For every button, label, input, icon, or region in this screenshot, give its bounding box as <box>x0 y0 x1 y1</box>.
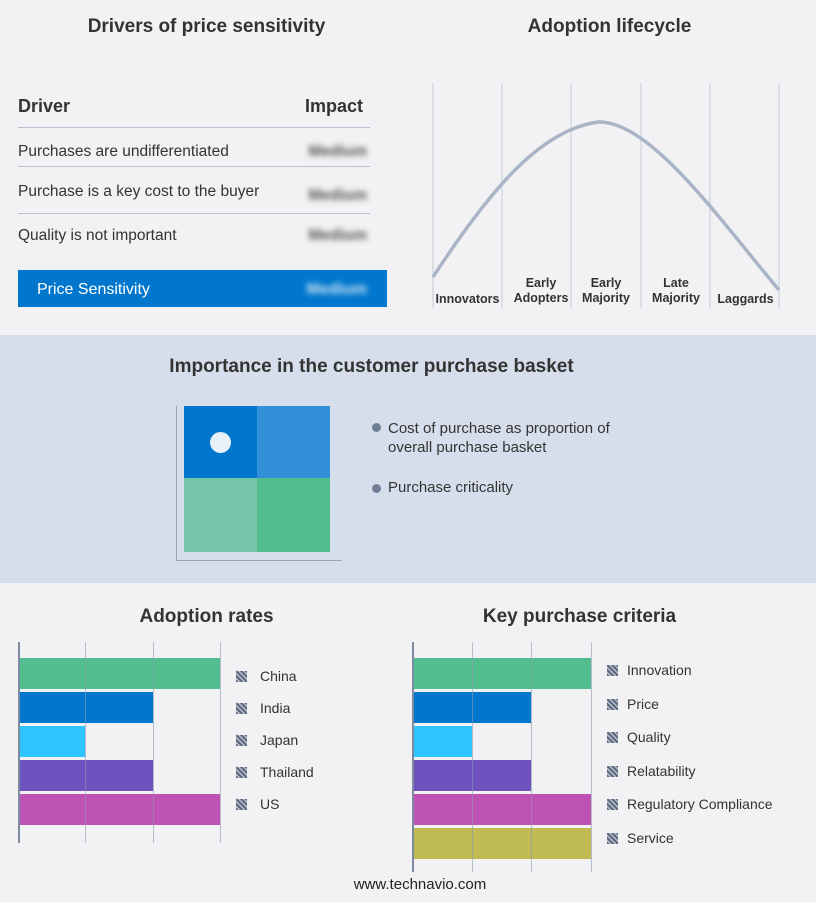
col-driver: Driver <box>18 96 71 116</box>
stage-label: Early Adopters <box>513 276 569 305</box>
legend-label: India <box>260 700 291 716</box>
legend-label: US <box>260 796 280 812</box>
basket-title: Importance in the customer purchase bask… <box>169 356 574 377</box>
bar-china <box>18 658 220 689</box>
lifecycle-title: Adoption lifecycle <box>527 16 692 37</box>
legend-label: Thailand <box>260 764 314 780</box>
legend-label: Regulatory Compliance <box>627 796 773 813</box>
basket-legend-item: Purchase criticality <box>388 479 514 496</box>
impact-value: Medium <box>308 227 367 244</box>
gridline <box>85 642 87 843</box>
kpc-title: Key purchase criteria <box>482 606 677 627</box>
gridline <box>219 642 221 843</box>
footer-url: www.technavio.com <box>353 876 487 893</box>
driver-label: Purchase is a key cost to the buyer <box>18 183 260 200</box>
legend-swatch-icon <box>607 665 618 676</box>
drivers-title: Drivers of price sensitivity <box>87 16 326 37</box>
legend-swatch-icon <box>607 765 618 777</box>
gridline <box>591 642 593 872</box>
driver-row: Quality is not important Medium <box>18 214 370 254</box>
driver-label: Quality is not important <box>18 227 177 244</box>
legend-swatch-icon <box>236 735 247 746</box>
bar-quality <box>412 726 472 757</box>
bar-japan <box>18 726 86 757</box>
legend-swatch-icon <box>607 698 618 710</box>
stage-label: Innovators <box>435 292 500 306</box>
adoption-curve <box>431 120 781 292</box>
legend-label: China <box>260 668 297 684</box>
legend-label: Innovation <box>627 662 692 678</box>
col-impact: Impact <box>305 96 364 116</box>
basket-section <box>0 335 816 583</box>
quadrant <box>184 478 257 552</box>
gridline <box>471 642 473 872</box>
legend-swatch-icon <box>236 703 247 714</box>
stage-label: Laggards <box>717 292 774 306</box>
bullet-icon <box>372 484 381 493</box>
driver-row: Purchase is a key cost to the buyer Mediu… <box>18 167 370 214</box>
header-divider <box>18 127 370 128</box>
impact-value: Medium <box>308 187 367 204</box>
bar-service <box>412 828 592 859</box>
stage-label: Early Majority <box>582 276 630 305</box>
bar-innovation <box>412 658 592 689</box>
bar-us <box>18 794 220 825</box>
summary-label: Price Sensitivity <box>37 281 150 298</box>
impact-value: Medium <box>308 143 367 160</box>
legend-label: Quality <box>627 729 671 746</box>
basket-legend-item: Cost of purchase as proportion of overal… <box>388 420 610 456</box>
legend-swatch-icon <box>236 671 247 682</box>
legend-label: Service <box>627 830 674 846</box>
lifecycle-chart <box>431 83 781 308</box>
bullet-icon <box>372 423 381 432</box>
legend-swatch-icon <box>607 732 618 744</box>
gridline <box>152 642 154 843</box>
driver-row: Purchases are undifferentiated Medium <box>18 127 370 167</box>
adoption-rates-title: Adoption rates <box>139 606 274 627</box>
legend-label: Japan <box>260 732 299 748</box>
bar-regulatory-compliance <box>412 794 592 825</box>
legend-swatch-icon <box>607 799 618 811</box>
legend-label: Relatability <box>627 762 696 779</box>
stage-label: Late Majority <box>652 276 700 305</box>
price-sensitivity-summary: Price Sensitivity Medium <box>18 270 387 307</box>
position-marker <box>210 432 231 453</box>
quadrant <box>257 406 330 478</box>
quadrant <box>257 478 330 552</box>
legend-swatch-icon <box>236 767 247 778</box>
driver-label: Purchases are undifferentiated <box>18 143 229 160</box>
summary-impact: Medium <box>306 281 367 298</box>
gridline <box>531 642 533 872</box>
legend-label: Price <box>627 695 659 712</box>
gridline <box>18 642 20 843</box>
legend-swatch-icon <box>236 799 247 810</box>
legend-swatch-icon <box>607 833 618 844</box>
gridline <box>412 642 414 872</box>
